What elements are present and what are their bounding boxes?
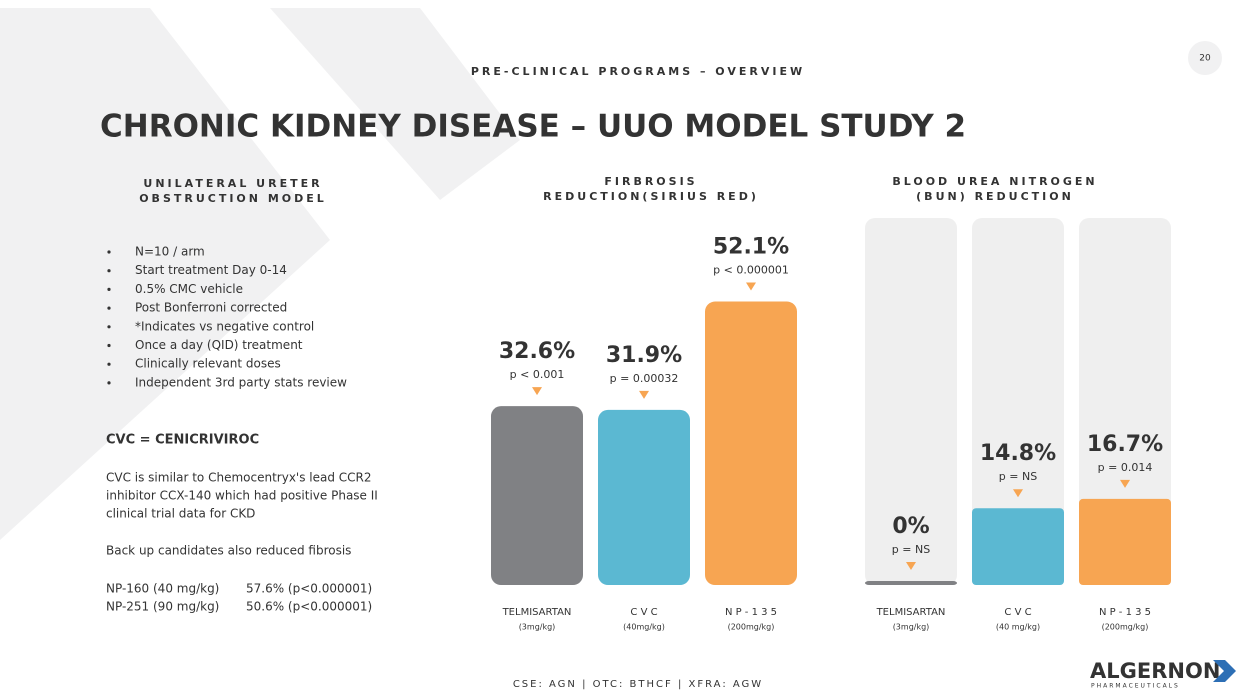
bullet: N=10 / arm <box>135 245 205 259</box>
logo-mark <box>1213 660 1236 682</box>
p-value: p = NS <box>892 543 930 556</box>
bullet-dot <box>107 343 111 348</box>
value-label: 0% <box>892 514 929 539</box>
bar-track <box>1079 218 1171 585</box>
value-label: 14.8% <box>980 441 1056 466</box>
category: C V C <box>630 607 657 618</box>
page-number: 20 <box>1199 54 1211 64</box>
bar <box>598 409 690 585</box>
cvc-text: inhibitor CCX-140 which had positive Pha… <box>106 489 378 503</box>
bullet-dot <box>107 306 111 310</box>
p-value: p = 0.014 <box>1098 461 1153 474</box>
pointer <box>639 390 649 399</box>
value-label: 31.9% <box>606 343 682 368</box>
logo: ALGERNON <box>1090 659 1220 683</box>
left-heading: OBSTRUCTION MODEL <box>139 192 327 205</box>
section: PRE-CLINICAL PROGRAMS – OVERVIEW <box>471 65 805 78</box>
dose: (40 mg/kg) <box>996 623 1040 632</box>
bullet-dot <box>107 381 111 385</box>
pointer <box>906 562 916 570</box>
bullet: Clinically relevant doses <box>135 357 281 371</box>
category: N P - 1 3 5 <box>725 607 777 618</box>
bullet: Post Bonferroni corrected <box>135 301 287 315</box>
bullet-dot <box>107 287 111 291</box>
pointer <box>532 387 542 396</box>
backup-cell: 57.6% (p<0.000001) <box>246 582 372 596</box>
bullet: Start treatment Day 0-14 <box>135 263 287 277</box>
category: C V C <box>1004 607 1031 618</box>
backup-cell: 50.6% (p<0.000001) <box>246 600 372 614</box>
bar <box>1079 498 1171 585</box>
bullet-dot <box>107 250 111 254</box>
bar-track <box>865 218 957 585</box>
chart-title: BLOOD UREA NITROGEN <box>892 175 1097 188</box>
bullet: Independent 3rd party stats review <box>135 375 347 389</box>
decor <box>270 8 520 200</box>
cvc-text: CVC is similar to Chemocentryx's lead CC… <box>106 471 372 485</box>
dose: (40mg/kg) <box>623 623 665 632</box>
pointer <box>1013 489 1023 498</box>
pointer <box>1120 479 1130 488</box>
bullet: *Indicates vs negative control <box>135 319 314 333</box>
chart-title: FIRBROSIS <box>604 175 697 188</box>
bar <box>705 301 797 585</box>
category: TELMISARTAN <box>876 607 946 618</box>
left-heading: UNILATERAL URETER <box>143 177 322 190</box>
logo-sub: PHARMACEUTICALS <box>1091 683 1180 690</box>
value-label: 32.6% <box>499 339 575 364</box>
p-value: p < 0.001 <box>510 368 565 381</box>
bar <box>972 508 1064 585</box>
category: N P - 1 3 5 <box>1099 607 1151 618</box>
bar-track <box>972 218 1064 585</box>
backup-cell: NP-160 (40 mg/kg) <box>106 582 219 596</box>
title: CHRONIC KIDNEY DISEASE – UUO MODEL STUDY… <box>100 109 966 145</box>
value-label: 52.1% <box>713 235 789 260</box>
bar <box>865 581 957 585</box>
bar <box>491 406 583 585</box>
tickers: CSE: AGN | OTC: BTHCF | XFRA: AGW <box>513 679 763 690</box>
pointer <box>746 282 756 291</box>
cvc-text: clinical trial data for CKD <box>106 507 255 521</box>
chart-title: (BUN) REDUCTION <box>916 190 1074 203</box>
decor <box>0 8 330 540</box>
bullet: Once a day (QID) treatment <box>135 338 303 352</box>
dose: (200mg/kg) <box>728 623 775 632</box>
cvc-heading: CVC = CENICRIVIROC <box>106 433 259 448</box>
bullet: 0.5% CMC vehicle <box>135 282 243 296</box>
backup-cell: NP-251 (90 mg/kg) <box>106 600 219 614</box>
bullet-dot <box>107 362 111 366</box>
category: TELMISARTAN <box>502 607 572 618</box>
dose: (3mg/kg) <box>893 623 930 632</box>
bullet-dot <box>107 325 111 329</box>
value-label: 16.7% <box>1087 432 1163 457</box>
p-value: p = NS <box>999 470 1037 483</box>
backup: Back up candidates also reduced fibrosis <box>106 544 351 558</box>
page-badge <box>1188 41 1222 75</box>
dose: (3mg/kg) <box>519 623 556 632</box>
dose: (200mg/kg) <box>1102 623 1149 632</box>
bullet-dot <box>107 269 111 273</box>
chart-title: REDUCTION(SIRIUS RED) <box>543 190 759 203</box>
p-value: p = 0.00032 <box>610 372 679 385</box>
p-value: p < 0.000001 <box>713 264 789 277</box>
